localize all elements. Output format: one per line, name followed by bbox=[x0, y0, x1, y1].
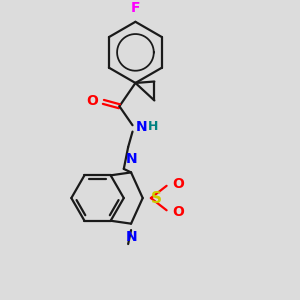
Text: N: N bbox=[135, 120, 147, 134]
Text: N: N bbox=[126, 230, 137, 244]
Text: F: F bbox=[131, 2, 140, 15]
Text: H: H bbox=[148, 120, 158, 133]
Text: N: N bbox=[126, 152, 137, 166]
Text: O: O bbox=[172, 177, 184, 191]
Text: S: S bbox=[151, 190, 162, 206]
Text: O: O bbox=[172, 205, 184, 219]
Text: O: O bbox=[86, 94, 98, 108]
